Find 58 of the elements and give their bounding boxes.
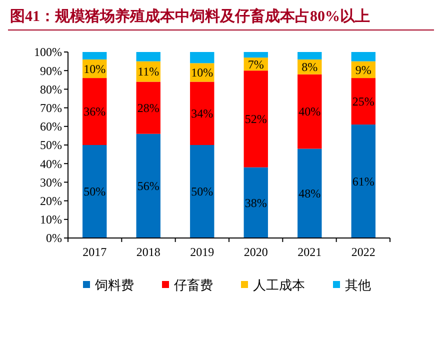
bar [82, 78, 107, 145]
data-label: 36% [84, 104, 106, 119]
data-label: 48% [298, 186, 321, 201]
bar [136, 52, 160, 62]
bar [298, 148, 322, 238]
bar [136, 134, 160, 238]
y-tick-label: 0% [46, 231, 62, 246]
y-tick-label: 90% [40, 64, 62, 78]
bar [244, 70, 268, 168]
data-label: 10% [84, 62, 106, 76]
bar [244, 52, 268, 58]
bar [298, 52, 322, 60]
y-tick-label: 30% [40, 175, 62, 190]
y-tick-label: 20% [40, 194, 62, 208]
data-label: 40% [298, 104, 321, 119]
bar [351, 78, 376, 125]
y-tick-label: 80% [40, 82, 62, 96]
data-label: 7% [248, 57, 264, 72]
y-tick-label: 70% [40, 101, 62, 115]
y-tick-label: 40% [40, 156, 62, 171]
bar [351, 124, 376, 238]
bar [351, 52, 376, 62]
data-label: 25% [352, 94, 374, 108]
chart-title: 图41：规模猪场养殖成本中饲料及仔畜成本占80%以上 [10, 7, 370, 25]
data-label: 61% [352, 174, 374, 188]
y-tick-label: 10% [40, 212, 62, 227]
data-label: 11% [138, 64, 160, 79]
y-tick-label: 50% [40, 138, 62, 152]
legend-label: 人工成本 [253, 278, 305, 293]
x-tick-label: 2022 [351, 245, 376, 259]
x-tick-label: 2021 [298, 245, 322, 259]
legend-label: 饲料费 [94, 278, 134, 293]
data-label: 56% [137, 179, 160, 194]
data-label: 50% [84, 184, 106, 199]
bar [190, 52, 214, 64]
bar [190, 145, 214, 238]
x-tick-label: 2019 [190, 245, 214, 259]
bar [190, 82, 214, 145]
legend-label: 仔畜费 [174, 278, 213, 293]
bar [298, 74, 322, 149]
x-tick-label: 2017 [82, 245, 107, 259]
data-label: 50% [191, 184, 214, 199]
data-label: 9% [355, 62, 372, 77]
data-label: 34% [191, 106, 214, 121]
y-tick-label: 60% [40, 120, 62, 134]
data-label: 28% [137, 101, 160, 115]
data-label: 38% [244, 196, 267, 210]
y-tick-label: 100% [34, 45, 62, 60]
x-tick-label: 2018 [136, 245, 160, 259]
legend-label: 其他 [345, 278, 371, 293]
bar [244, 167, 268, 238]
data-label: 52% [244, 112, 267, 126]
bar [136, 82, 160, 134]
x-tick-label: 2020 [244, 245, 268, 259]
data-label: 10% [191, 66, 214, 80]
bar [82, 145, 107, 238]
bar [82, 52, 107, 60]
data-label: 8% [302, 60, 318, 74]
